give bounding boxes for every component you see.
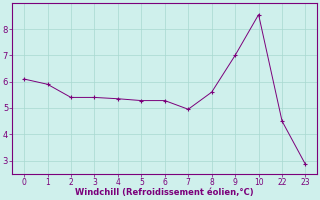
X-axis label: Windchill (Refroidissement éolien,°C): Windchill (Refroidissement éolien,°C) bbox=[76, 188, 254, 197]
